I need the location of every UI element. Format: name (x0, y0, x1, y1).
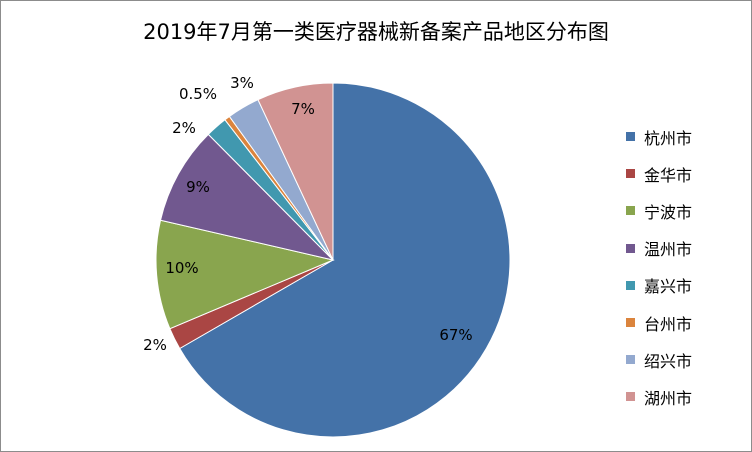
slice-label-4: 2% (172, 119, 196, 137)
legend-label: 宁波市 (644, 202, 693, 222)
legend-swatch (626, 206, 635, 216)
slice-label-3: 9% (186, 178, 210, 196)
legend-label: 金华市 (644, 165, 693, 185)
slice-label-5: 0.5% (179, 85, 217, 103)
legend-item-7: 湖州市 (626, 378, 692, 415)
legend-label: 温州市 (644, 240, 693, 260)
legend-swatch (626, 132, 635, 142)
legend-swatch (626, 355, 635, 365)
slice-label-1: 2% (143, 336, 167, 354)
legend-label: 绍兴市 (644, 351, 693, 371)
legend: 杭州市金华市宁波市温州市嘉兴市台州市绍兴市湖州市 (626, 118, 692, 416)
legend-label: 台州市 (644, 314, 693, 334)
slice-label-0: 67% (439, 326, 472, 344)
legend-swatch (626, 169, 635, 179)
pie-slice-2 (155, 219, 335, 330)
legend-swatch (626, 243, 635, 253)
legend-item-2: 宁波市 (626, 192, 692, 229)
pie-labels: 67% 2% 10% 9% 2% 0.5% 3% 7% (143, 74, 473, 354)
chart-title: 2019年7月第一类医疗器械新备案产品地区分布图 (143, 20, 609, 44)
legend-swatch (626, 280, 635, 290)
legend-item-3: 温州市 (626, 230, 692, 267)
legend-label: 杭州市 (644, 128, 693, 148)
legend-item-5: 台州市 (626, 304, 692, 341)
legend-item-1: 金华市 (626, 155, 692, 192)
legend-swatch (626, 392, 635, 402)
legend-label: 湖州市 (644, 388, 693, 408)
legend-item-4: 嘉兴市 (626, 267, 692, 304)
pie-slices (155, 82, 511, 438)
legend-label: 嘉兴市 (644, 277, 693, 297)
legend-item-0: 杭州市 (626, 118, 692, 155)
pie-slice-0 (179, 82, 511, 438)
slice-label-2: 10% (165, 259, 198, 277)
pie-slice-7 (257, 82, 334, 261)
pie-slice-3 (159, 133, 335, 261)
legend-item-6: 绍兴市 (626, 341, 692, 378)
legend-swatch (626, 318, 635, 328)
slice-label-7: 7% (291, 100, 315, 118)
slice-label-6: 3% (230, 74, 254, 92)
